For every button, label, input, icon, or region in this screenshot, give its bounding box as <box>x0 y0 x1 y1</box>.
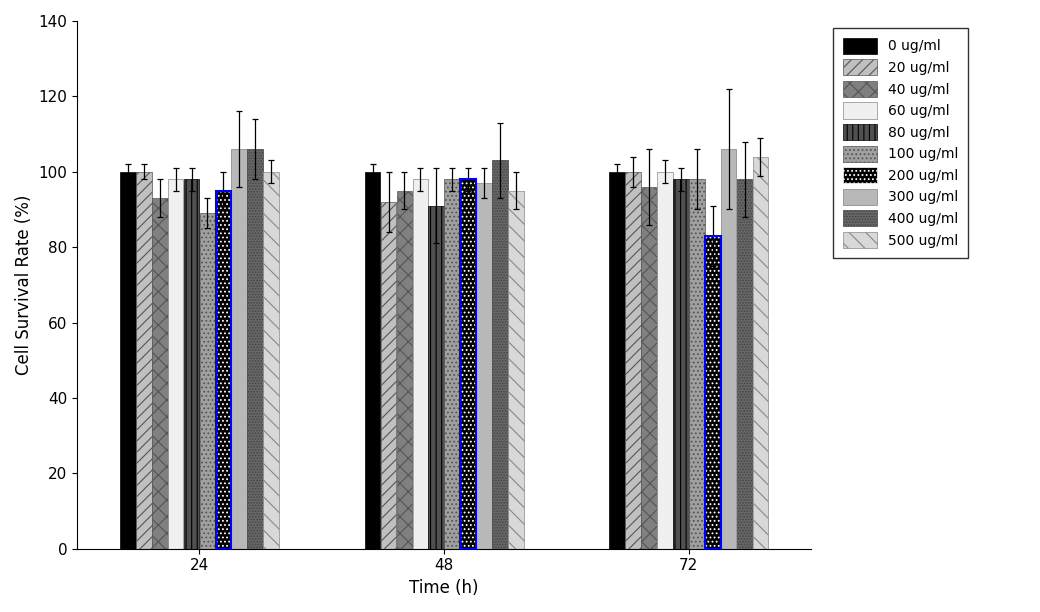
Bar <box>673 179 688 549</box>
Bar <box>609 172 625 549</box>
Bar <box>625 172 641 549</box>
Bar <box>152 198 167 549</box>
Bar <box>200 213 215 549</box>
Bar <box>136 172 152 549</box>
Bar <box>365 172 381 549</box>
Bar <box>248 149 263 549</box>
Bar <box>121 172 135 549</box>
Bar <box>705 236 721 549</box>
Legend: 0 ug/ml, 20 ug/ml, 40 ug/ml, 60 ug/ml, 80 ug/ml, 100 ug/ml, 200 ug/ml, 300 ug/ml: 0 ug/ml, 20 ug/ml, 40 ug/ml, 60 ug/ml, 8… <box>833 28 968 258</box>
Bar <box>381 202 396 549</box>
Bar <box>413 179 428 549</box>
Bar <box>461 179 476 549</box>
Bar <box>428 206 444 549</box>
Y-axis label: Cell Survival Rate (%): Cell Survival Rate (%) <box>15 195 33 375</box>
Bar <box>642 187 657 549</box>
X-axis label: Time (h): Time (h) <box>410 579 479 597</box>
Bar <box>508 190 523 549</box>
Bar <box>657 172 673 549</box>
Bar <box>232 149 248 549</box>
Bar <box>167 179 183 549</box>
Bar <box>690 179 705 549</box>
Bar <box>705 236 721 549</box>
Bar <box>184 179 200 549</box>
Bar <box>492 160 508 549</box>
Bar <box>263 172 279 549</box>
Bar <box>736 179 752 549</box>
Bar <box>476 183 492 549</box>
Bar <box>396 190 412 549</box>
Bar <box>444 179 460 549</box>
Bar <box>753 157 769 549</box>
Bar <box>461 179 476 549</box>
Bar <box>215 190 231 549</box>
Bar <box>215 190 231 549</box>
Bar <box>721 149 736 549</box>
